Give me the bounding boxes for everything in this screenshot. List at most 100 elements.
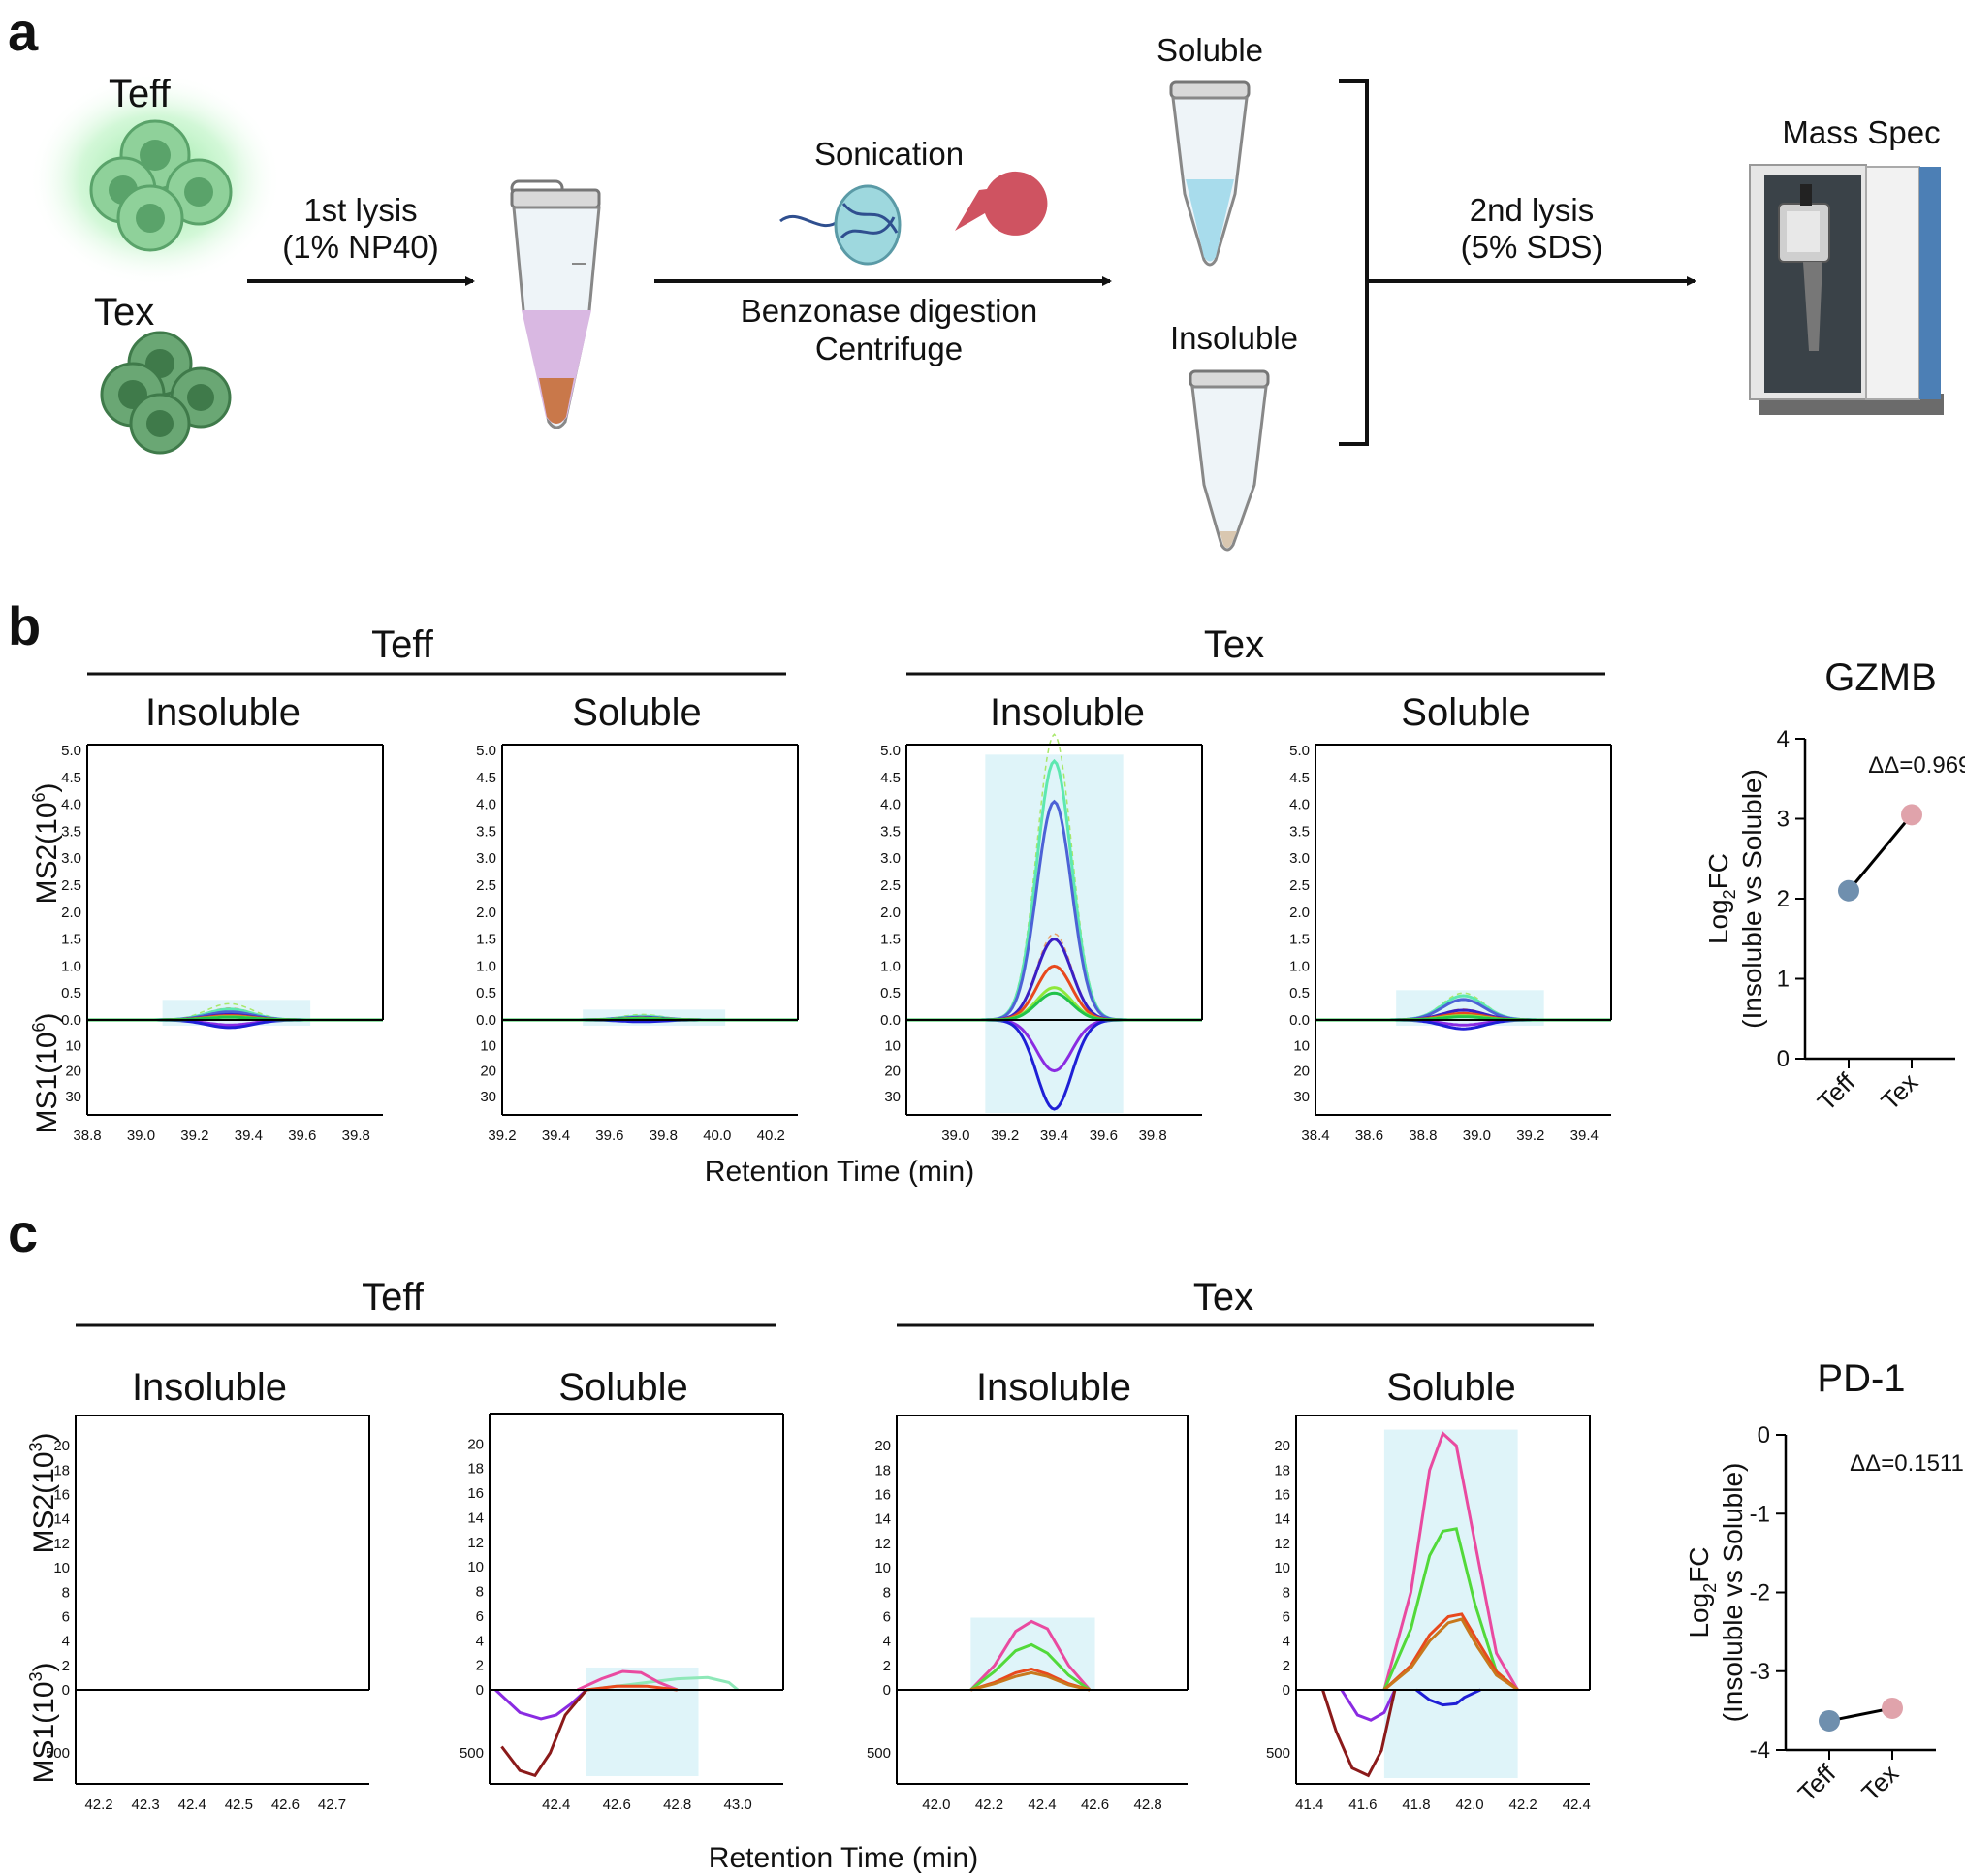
category-label: Teff: [1792, 1758, 1842, 1807]
ms1-trace: [500, 1689, 588, 1778]
ms2-tick-label: 0: [62, 1682, 70, 1699]
panel-c-teff-label: Teff: [362, 1276, 425, 1319]
gzmb-title: GZMB: [1824, 656, 1937, 699]
y-axis-label: Log2FC: [1684, 1546, 1720, 1638]
ms2-tick-label: 10: [53, 1560, 70, 1576]
first-lysis-detail: (1% NP40): [282, 229, 438, 265]
pd1-log2fc-chart: 0 -1 -2 -3 -4 Teff Tex ΔΔ=0.1511 Log2FC (Insolubl…: [1684, 1422, 1964, 1808]
ms1-tick-label: 500: [1266, 1745, 1290, 1762]
x-tick-label: 41.4: [1295, 1797, 1323, 1813]
b-tex-soluble-title: Soluble: [1401, 691, 1530, 734]
ms2-tick-label: 3.5: [476, 823, 496, 840]
ms2-tick-label: 1.5: [880, 932, 901, 948]
ms2-tick-label: 8: [476, 1584, 484, 1601]
ms2-tick-label: 3.5: [880, 823, 901, 840]
c-tex-soluble-title: Soluble: [1386, 1366, 1515, 1409]
ms2-tick-label: 1.0: [476, 958, 496, 974]
ms2-tick-label: 2: [1283, 1658, 1290, 1674]
y-tick-label: 0: [1777, 1046, 1790, 1072]
x-tick-label: 39.8: [342, 1128, 370, 1144]
ms2-trace: [1382, 1430, 1519, 1691]
y-tick-label: -3: [1750, 1659, 1770, 1685]
ms1-trace: [1321, 1689, 1397, 1778]
ms2-tick-label: 6: [476, 1608, 484, 1625]
x-tick-label: 42.4: [542, 1797, 570, 1813]
x-tick-label: 42.2: [975, 1797, 1003, 1813]
ms2-tick-label: 2: [62, 1658, 70, 1674]
ms1-tick-label: 30: [480, 1089, 496, 1105]
ms2-tick-label: 3.0: [1289, 850, 1310, 867]
x-tick-label: 42.5: [225, 1797, 253, 1813]
panel-b-teff-label: Teff: [371, 623, 434, 666]
x-tick-label: 42.3: [132, 1797, 160, 1813]
y-axis-label: Log2FC: [1703, 853, 1739, 944]
ms2-tick-label: 1.5: [61, 932, 81, 948]
x-tick-label: 39.6: [288, 1128, 316, 1144]
b-xaxis-label: Retention Time (min): [705, 1156, 974, 1188]
insoluble-tube-illustration: [1189, 369, 1270, 552]
x-tick-label: 42.6: [1081, 1797, 1109, 1813]
x-tick-label: 42.4: [178, 1797, 206, 1813]
ms2-trace: [576, 1669, 679, 1692]
ms2-tick-label: 0.0: [1289, 1012, 1310, 1029]
ms2-tick-label: 12: [874, 1536, 891, 1552]
x-tick-label: 39.2: [1516, 1128, 1544, 1144]
x-tick-label: 42.6: [603, 1797, 631, 1813]
ms1-tick-label: 30: [65, 1089, 81, 1105]
c-ms1-axis-label: MS1(103): [26, 1662, 60, 1783]
benzonase-label: Benzonase digestion: [741, 293, 1037, 329]
ms2-tick-label: 12: [467, 1535, 484, 1551]
ms2-tick-label: 8: [883, 1584, 891, 1601]
ms2-tick-label: 2.0: [476, 905, 496, 921]
ms2-tick-label: 12: [1274, 1536, 1290, 1552]
peak-highlight: [1383, 1429, 1518, 1778]
ms2-tick-label: 5.0: [1289, 743, 1310, 759]
delta-annotation: ΔΔ=0.9692: [1868, 752, 1965, 779]
ms2-tick-label: 4.5: [1289, 770, 1310, 786]
ms2-tick-label: 20: [467, 1436, 484, 1452]
ms1-tick-label: 10: [884, 1037, 901, 1054]
y-tick-label: 2: [1777, 886, 1790, 912]
x-tick-label: 39.0: [127, 1128, 155, 1144]
ms2-tick-label: 10: [1274, 1560, 1290, 1576]
ms1-tick-label: 500: [867, 1745, 891, 1762]
ms2-tick-label: 2.5: [880, 877, 901, 894]
ms2-tick-label: 4.5: [61, 770, 81, 786]
ms2-tick-label: 5.0: [476, 743, 496, 759]
ms2-tick-label: 1.0: [61, 958, 81, 974]
tex-point: [1882, 1697, 1903, 1719]
ms2-tick-label: 2.5: [476, 877, 496, 894]
pd1-title: PD-1: [1817, 1357, 1905, 1400]
ms2-tick-label: 4.0: [61, 797, 81, 813]
ms2-tick-label: 0.5: [476, 985, 496, 1002]
b-teff-soluble-title: Soluble: [572, 691, 701, 734]
ms2-tick-label: 4: [62, 1634, 70, 1650]
b-teff-soluble-chromatogram: 0.0 0.5 1.0 1.5 2.0 2.5 3.0 3.5 4.0 4.5 5.0 10 20 30 3…: [476, 743, 799, 1144]
ms1-trace: [1340, 1689, 1397, 1722]
y-axis-label-line2: (Insoluble vs Soluble): [1737, 769, 1767, 1029]
ms2-tick-label: 0: [1283, 1682, 1290, 1699]
ms2-trace: [970, 1670, 1091, 1692]
ms2-tick-label: 2.0: [880, 905, 901, 921]
ms2-tick-label: 0.0: [61, 1012, 81, 1029]
ms2-tick-label: 2: [476, 1658, 484, 1674]
x-tick-label: 39.4: [1570, 1128, 1599, 1144]
ms2-tick-label: 5.0: [61, 743, 81, 759]
soluble-tube-illustration: [1169, 80, 1251, 267]
ms2-tick-label: 1.5: [1289, 932, 1310, 948]
ms2-tick-label: 2.0: [61, 905, 81, 921]
teff-point: [1838, 879, 1859, 902]
teff-cells-illustration: [29, 73, 281, 286]
x-tick-label: 42.7: [318, 1797, 346, 1813]
x-tick-label: 39.2: [180, 1128, 208, 1144]
ms2-tick-label: 0: [883, 1682, 891, 1699]
x-tick-label: 39.8: [650, 1128, 678, 1144]
ms1-tick-label: 500: [46, 1745, 70, 1762]
ms2-tick-label: 3.5: [61, 823, 81, 840]
lysate-tube-illustration: [510, 179, 601, 429]
mass-spec-label: Mass Spec: [1782, 114, 1940, 150]
ms2-tick-label: 3.0: [880, 850, 901, 867]
x-tick-label: 39.4: [235, 1128, 263, 1144]
